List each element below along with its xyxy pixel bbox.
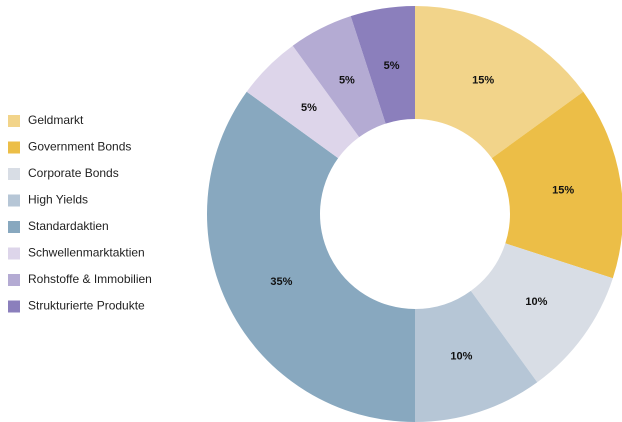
slice	[207, 91, 415, 422]
data-label: 10%	[525, 296, 547, 308]
legend-label: Standardaktien	[28, 219, 109, 233]
legend-label: Strukturierte Produkte	[28, 299, 145, 313]
data-label: 35%	[270, 276, 292, 288]
legend-swatch	[8, 300, 20, 313]
slice	[491, 91, 622, 279]
legend-swatch	[8, 247, 20, 260]
slice	[415, 6, 584, 159]
legend-swatch	[8, 115, 20, 127]
slice	[292, 16, 386, 138]
data-label: 10%	[450, 351, 472, 363]
legend-swatch	[8, 194, 20, 207]
legend-swatch	[8, 168, 20, 180]
legend-swatch	[8, 221, 20, 233]
legend-label: Rohstoffe & Immobilien	[28, 272, 152, 286]
data-label: 5%	[384, 60, 400, 72]
legend-swatch	[8, 141, 20, 154]
slice	[415, 290, 538, 422]
data-label: 15%	[552, 184, 574, 196]
data-label: 5%	[339, 74, 355, 86]
legend-label: Geldmarkt	[28, 113, 84, 127]
data-label: 15%	[472, 74, 494, 86]
slice	[246, 45, 360, 159]
legend-swatch	[8, 274, 20, 286]
slice	[350, 6, 415, 124]
data-label: 5%	[301, 102, 317, 114]
slice	[470, 243, 613, 383]
legend-label: Corporate Bonds	[28, 166, 119, 180]
legend-label: Schwellenmarktaktien	[28, 246, 145, 260]
legend-label: High Yields	[28, 193, 88, 207]
legend-label: Government Bonds	[28, 140, 131, 154]
